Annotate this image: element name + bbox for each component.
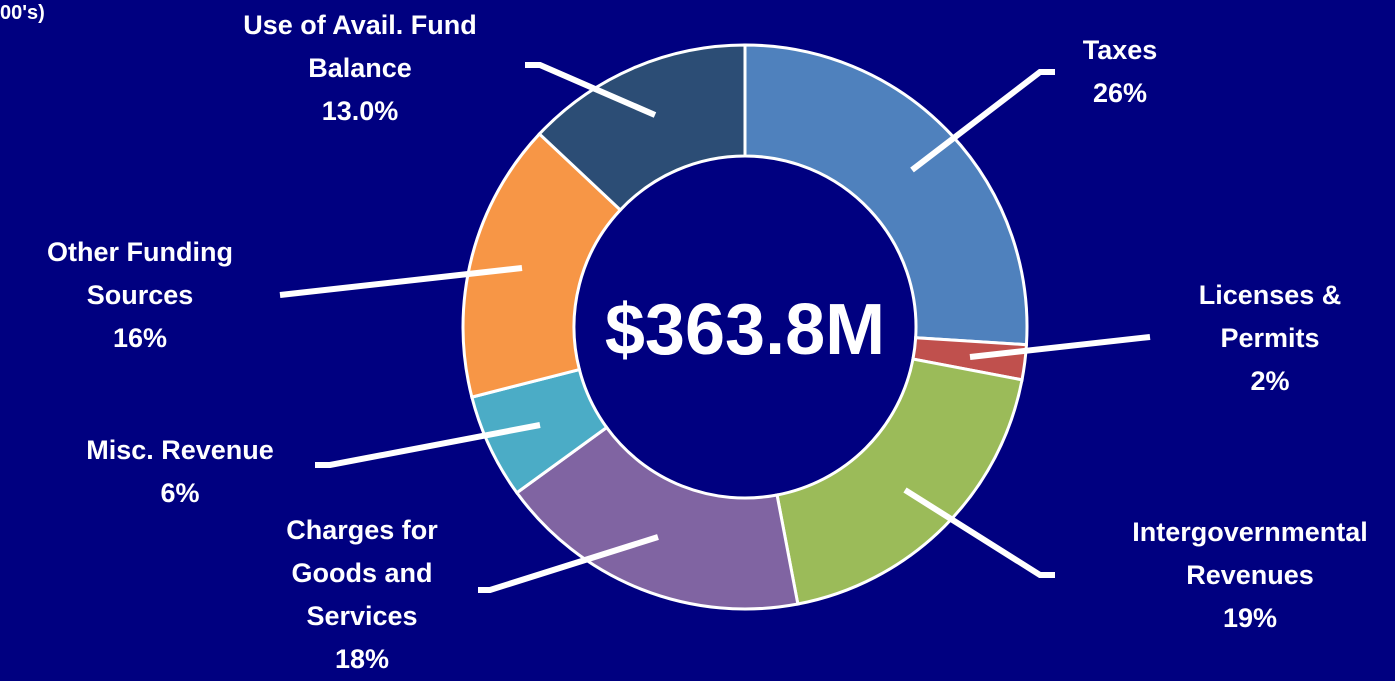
- center-label: $363.8M: [604, 290, 886, 370]
- data-label: Misc. Revenue 6%: [40, 429, 320, 515]
- category-label: Intergovernmental Revenues: [1132, 517, 1368, 590]
- value-label: 26%: [1092, 78, 1148, 108]
- value-label: 16%: [112, 323, 168, 353]
- category-label: Licenses & Permits: [1198, 280, 1342, 353]
- leader-lines: [279, 62, 1151, 593]
- donut-segment: [537, 43, 747, 213]
- value-label: 19%: [1222, 603, 1278, 633]
- leader-line: [910, 69, 1055, 173]
- value-label: 2%: [1250, 366, 1290, 396]
- leader-line: [525, 62, 657, 118]
- donut-segment: [514, 425, 800, 611]
- donut: [461, 43, 1029, 611]
- value-label: 18%: [334, 644, 390, 674]
- leader-line: [279, 265, 523, 298]
- category-label: Misc. Revenue: [86, 435, 274, 465]
- leader-line: [903, 487, 1055, 578]
- data-label: Intergovernmental Revenues 19%: [1100, 511, 1395, 640]
- category-label: Other Funding Sources: [47, 237, 233, 310]
- leader-line: [478, 534, 659, 593]
- donut-segment: [461, 131, 623, 399]
- data-label: Licenses & Permits 2%: [1170, 274, 1370, 403]
- donut-segment: [775, 357, 1024, 606]
- donut-segment: [743, 43, 1029, 347]
- value-label: 13.0%: [321, 96, 399, 126]
- category-label: Taxes: [1082, 35, 1158, 65]
- data-label: Other Funding Sources 16%: [25, 231, 255, 360]
- category-label: Charges for Goods and Services: [286, 515, 438, 631]
- subtitle: 00's): [0, 2, 45, 24]
- data-label: Taxes 26%: [1020, 29, 1220, 115]
- value-label: 6%: [160, 478, 200, 508]
- leader-line: [969, 334, 1151, 360]
- data-label: Charges for Goods and Services 18%: [262, 509, 462, 681]
- data-label: Use of Avail. Fund Balance 13.0%: [210, 4, 510, 133]
- leader-line: [315, 422, 541, 468]
- category-label: Use of Avail. Fund Balance: [243, 10, 477, 83]
